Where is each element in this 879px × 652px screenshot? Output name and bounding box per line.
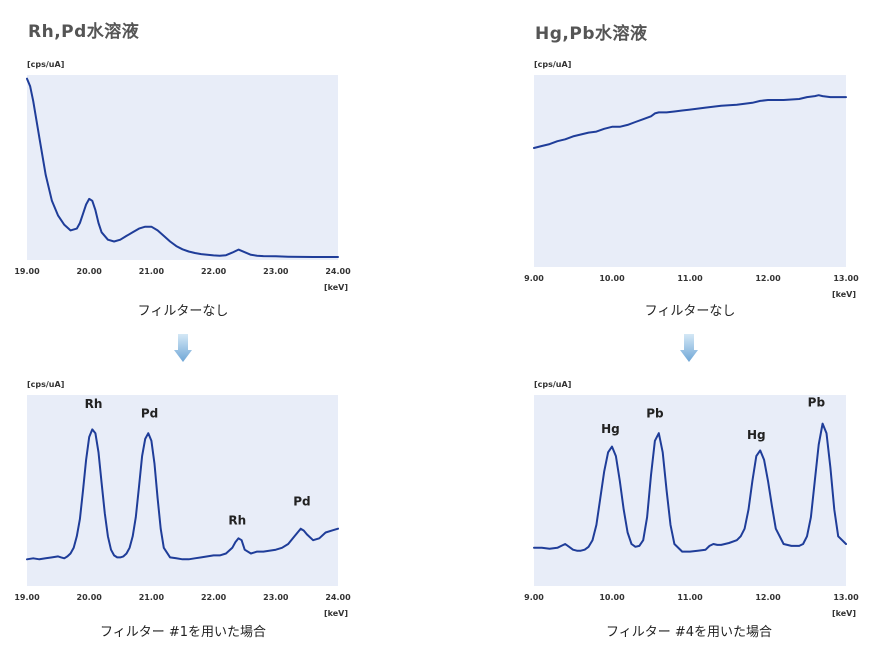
x-tick-label: 13.00: [833, 274, 859, 283]
x-tick-label: 22.00: [201, 267, 227, 276]
x-tick-label: 13.00: [833, 593, 859, 602]
series-line: [26, 428, 339, 561]
peak-label: Pd: [293, 495, 310, 509]
x-tick-label: 20.00: [77, 593, 103, 602]
x-tick-label: 10.00: [599, 593, 625, 602]
down-arrow-icon-left: [174, 334, 192, 362]
left-panel-title: Rh,Pd水溶液: [28, 22, 140, 42]
x-tick-label: 12.00: [755, 593, 781, 602]
peak-label: Pb: [646, 407, 664, 421]
caption-left-top: フィルターなし: [137, 304, 229, 319]
plot-area: [27, 395, 338, 586]
plot-area: [534, 395, 846, 586]
x-tick-label: 11.00: [677, 593, 703, 602]
peak-label: Rh: [85, 397, 103, 411]
x-tick-label: 20.00: [77, 267, 103, 276]
x-axis-label: [keV]: [832, 609, 856, 618]
x-tick-label: 19.00: [14, 593, 40, 602]
down-arrow-icon-right: [680, 334, 698, 362]
x-tick-label: 23.00: [263, 267, 289, 276]
x-axis-label: [keV]: [832, 290, 856, 299]
x-tick-label: 21.00: [139, 267, 165, 276]
right-panel-title: Hg,Pb水溶液: [535, 24, 648, 44]
x-tick-label: 23.00: [263, 593, 289, 602]
y-axis-label: [cps/uA]: [27, 380, 64, 389]
x-tick-label: 19.00: [14, 267, 40, 276]
x-axis-label: [keV]: [324, 283, 348, 292]
x-tick-label: 12.00: [755, 274, 781, 283]
x-tick-label: 9.00: [524, 274, 544, 283]
x-tick-label: 24.00: [325, 267, 351, 276]
y-axis-label: [cps/uA]: [27, 60, 64, 69]
plot-area: [534, 75, 846, 267]
y-axis-label: [cps/uA]: [534, 380, 571, 389]
series-line: [533, 94, 847, 149]
x-tick-label: 10.00: [599, 274, 625, 283]
series-line: [533, 422, 847, 553]
x-tick-label: 11.00: [677, 274, 703, 283]
peak-label: Pd: [141, 407, 158, 421]
peak-label: Pb: [808, 395, 826, 409]
plot-area: [27, 75, 338, 260]
caption-left-bottom: フィルター #1を用いた場合: [99, 625, 267, 640]
caption-right-bottom: フィルター #4を用いた場合: [605, 625, 773, 640]
x-axis-label: [keV]: [324, 609, 348, 618]
x-tick-label: 9.00: [524, 593, 544, 602]
peak-label: Hg: [747, 428, 766, 442]
x-tick-label: 22.00: [201, 593, 227, 602]
x-tick-label: 24.00: [325, 593, 351, 602]
y-axis-label: [cps/uA]: [534, 60, 571, 69]
caption-right-top: フィルターなし: [644, 304, 736, 319]
peak-label: Hg: [601, 422, 620, 436]
x-tick-label: 21.00: [139, 593, 165, 602]
peak-label: Rh: [228, 514, 246, 528]
series-line: [26, 77, 339, 258]
